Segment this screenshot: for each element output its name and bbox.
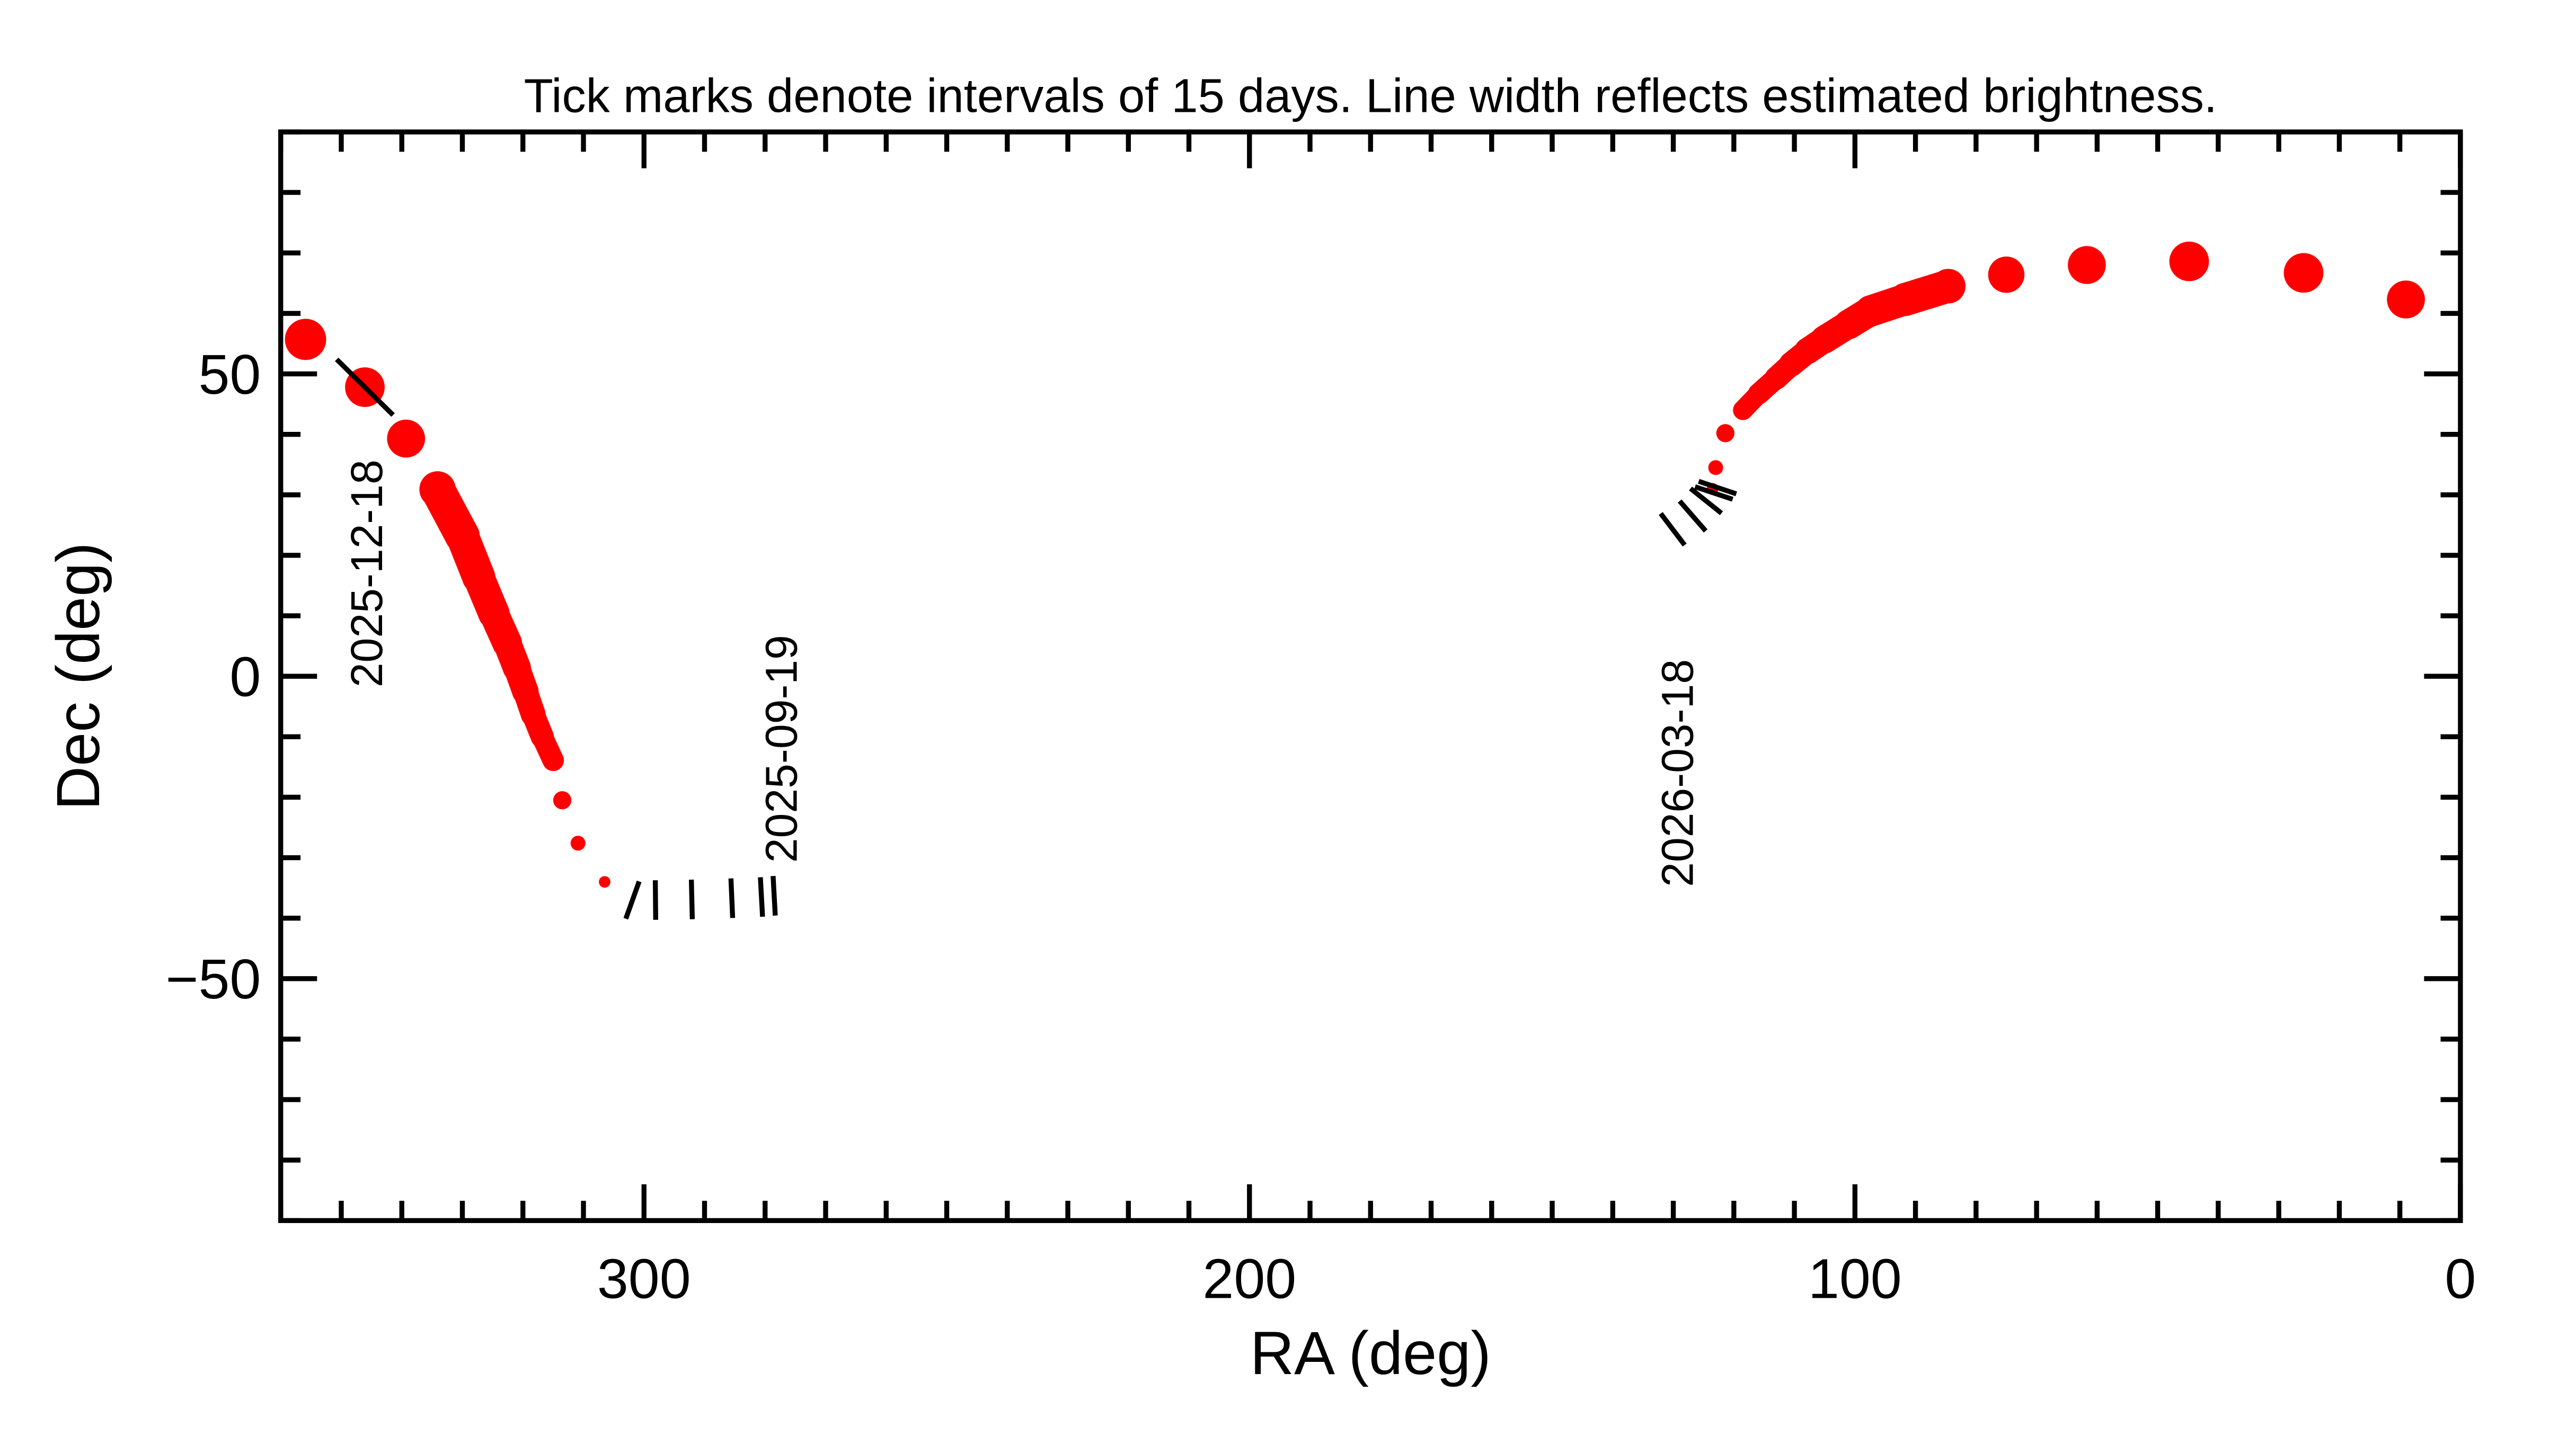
date-label: 2026-03-18 (1652, 659, 1702, 887)
date-tick-mark (1694, 484, 1734, 502)
date-tick-mark (1689, 486, 1723, 516)
data-layer: 2025-09-19 2025-12-18 2026-03-18 (285, 241, 2425, 920)
track-point (2169, 241, 2209, 281)
track-point (2283, 253, 2324, 293)
track-point (1733, 400, 1753, 420)
track-point (530, 725, 554, 749)
track-point (419, 471, 456, 508)
track-point (502, 653, 531, 682)
date-tick-mark (758, 877, 765, 917)
y-axis-label: Dec (deg) (45, 542, 112, 810)
date-tick-mark (728, 878, 736, 918)
track-point (387, 419, 426, 458)
track-point (2387, 280, 2425, 318)
plot-frame (278, 129, 2463, 1224)
track-point (1855, 295, 1887, 327)
chart-title: Tick marks denote intervals of 15 days. … (524, 69, 2217, 123)
y-tick-label: −50 (166, 948, 261, 1011)
y-tick-label: 50 (199, 343, 261, 406)
track-point (512, 678, 539, 705)
date-label: 2025-09-19 (756, 635, 806, 863)
track-point (492, 628, 523, 658)
track-point (1931, 269, 1966, 304)
x-tick-label: 200 (1202, 1248, 1296, 1310)
date-label: 2025-12-18 (342, 459, 392, 687)
track-point (1764, 366, 1788, 390)
y-tick-label: 0 (229, 646, 261, 708)
track-point (1748, 383, 1769, 405)
x-tick-label: 300 (597, 1248, 691, 1310)
date-tick-mark (623, 880, 642, 920)
date-tick-mark (688, 879, 695, 919)
track-point (570, 836, 586, 851)
date-tick-mark (1678, 499, 1708, 533)
date-tick-mark (335, 357, 395, 417)
series-track: 2026-03-18 (1652, 241, 2425, 887)
track-point (1889, 283, 1922, 316)
date-tick-mark (1698, 479, 1737, 497)
x-tick-label: 100 (1808, 1248, 1902, 1310)
track-point (1988, 256, 2025, 293)
track-point (2068, 246, 2106, 284)
date-tick-mark (771, 875, 778, 916)
track-point (1716, 424, 1734, 442)
track-point (462, 560, 495, 594)
track-point (520, 702, 546, 727)
track-point (478, 597, 510, 630)
track-point (445, 518, 480, 554)
track-point (553, 791, 572, 810)
axes: 300 200 100 0 50 0 −50 (166, 129, 2476, 1310)
x-tick-label: 0 (2445, 1248, 2476, 1310)
track-point (285, 318, 326, 360)
series-track: 2025-09-19 2025-12-18 (285, 318, 806, 920)
track-point (1810, 325, 1839, 353)
x-axis-label: RA (deg) (1250, 1319, 1491, 1387)
track-point (542, 749, 564, 772)
track-point (1708, 460, 1723, 475)
date-tick-mark (1659, 512, 1687, 547)
track-point (599, 876, 610, 888)
